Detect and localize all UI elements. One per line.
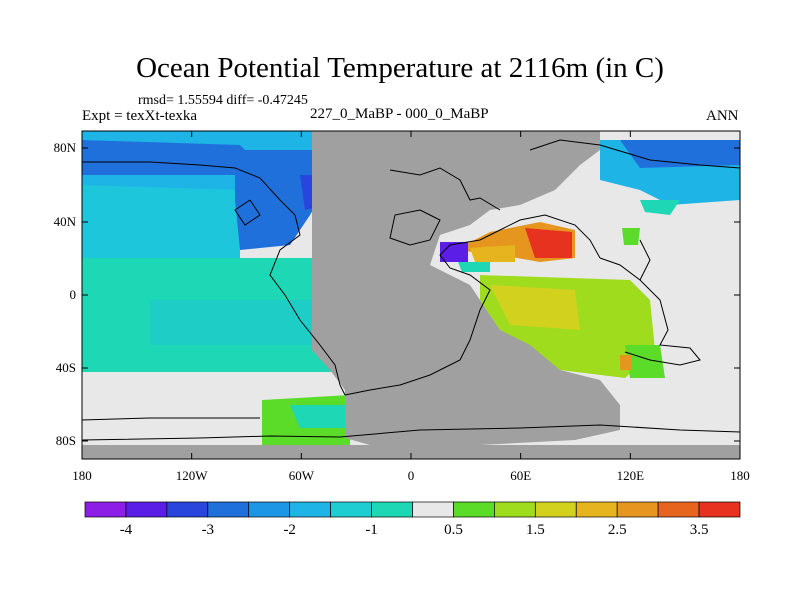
weddell-region [290, 405, 345, 428]
colorbar-swatch [534, 501, 577, 518]
experiment-label: Expt = texXt-texka [82, 108, 198, 124]
lat-label: 80N [54, 140, 77, 155]
colorbar-swatch [371, 501, 413, 518]
colorbar-label: 3.5 [690, 522, 709, 538]
pangea-landmass [312, 131, 620, 445]
stats-line: rmsd= 1.55594 diff= -0.47245 [138, 93, 308, 108]
northeast-teal-patch [640, 200, 680, 215]
longitude-axis: 180 120W 60W 0 60E 120E 180 [72, 131, 750, 483]
south-pacific-region [82, 350, 340, 372]
tethys-yellow-region [470, 245, 515, 262]
antarctic-land [82, 445, 740, 459]
plot-title: Ocean Potential Temperature at 2116m (in… [136, 52, 664, 84]
coastal-warm-spot [620, 355, 632, 370]
colorbar-swatch [412, 501, 454, 518]
colorbar-swatch [698, 501, 741, 518]
east-green-patch [622, 228, 640, 245]
east-pacific-region [150, 300, 320, 345]
coastlines [82, 139, 740, 441]
lon-label: 120E [617, 468, 645, 483]
colorbar-swatch [575, 501, 618, 518]
north-pacific-south-region [82, 185, 240, 262]
colorbar-label: -1 [365, 522, 378, 538]
colorbar-label: -4 [120, 522, 133, 538]
colorbar-label: 1.5 [526, 522, 545, 538]
colorbar-swatch [84, 501, 127, 518]
colorbar-swatch [453, 501, 495, 518]
arabian-sea-region [490, 285, 580, 330]
lon-label: 180 [72, 468, 92, 483]
tethys-red-region [525, 228, 572, 258]
lon-label: 180 [730, 468, 750, 483]
lat-label: 0 [70, 287, 77, 302]
north-land-strip [384, 131, 600, 140]
colorbar-swatch [616, 501, 659, 518]
lat-label: 80S [56, 433, 76, 448]
colorbar-label: -3 [202, 522, 215, 538]
season-label: ANN [706, 108, 739, 124]
colorbar: -4 -3 -2 -1 0.5 1.5 2.5 3.5 [84, 501, 741, 538]
colorbar-swatch [289, 501, 331, 518]
colorbar-swatch [248, 501, 291, 518]
tethys-teal-spot [458, 262, 490, 272]
northeast-dark-region [620, 140, 740, 168]
tethys-purple-spot [440, 242, 468, 262]
arctic-pacific-region [82, 140, 260, 175]
australia-west-region [625, 345, 665, 378]
colorbar-swatch [207, 501, 250, 518]
comparison-label: 227_0_MaBP - 000_0_MaBP [310, 106, 489, 122]
colorbar-label: -2 [283, 522, 296, 538]
lat-label: 40S [56, 360, 76, 375]
lon-label: 0 [408, 468, 415, 483]
map-field [82, 131, 740, 459]
colorbar-swatch [166, 501, 209, 518]
colorbar-swatch [494, 501, 536, 518]
colorbar-label: 2.5 [608, 522, 627, 538]
colorbar-swatch [657, 501, 700, 518]
lon-label: 120W [176, 468, 209, 483]
lon-label: 60W [289, 468, 315, 483]
lat-label: 40N [54, 214, 77, 229]
latitude-axis: 80N 40N 0 40S 80S [54, 140, 740, 448]
colorbar-swatch [330, 501, 372, 518]
lon-label: 60E [510, 468, 531, 483]
colorbar-swatch [125, 501, 168, 518]
colorbar-label: 0.5 [444, 522, 463, 538]
